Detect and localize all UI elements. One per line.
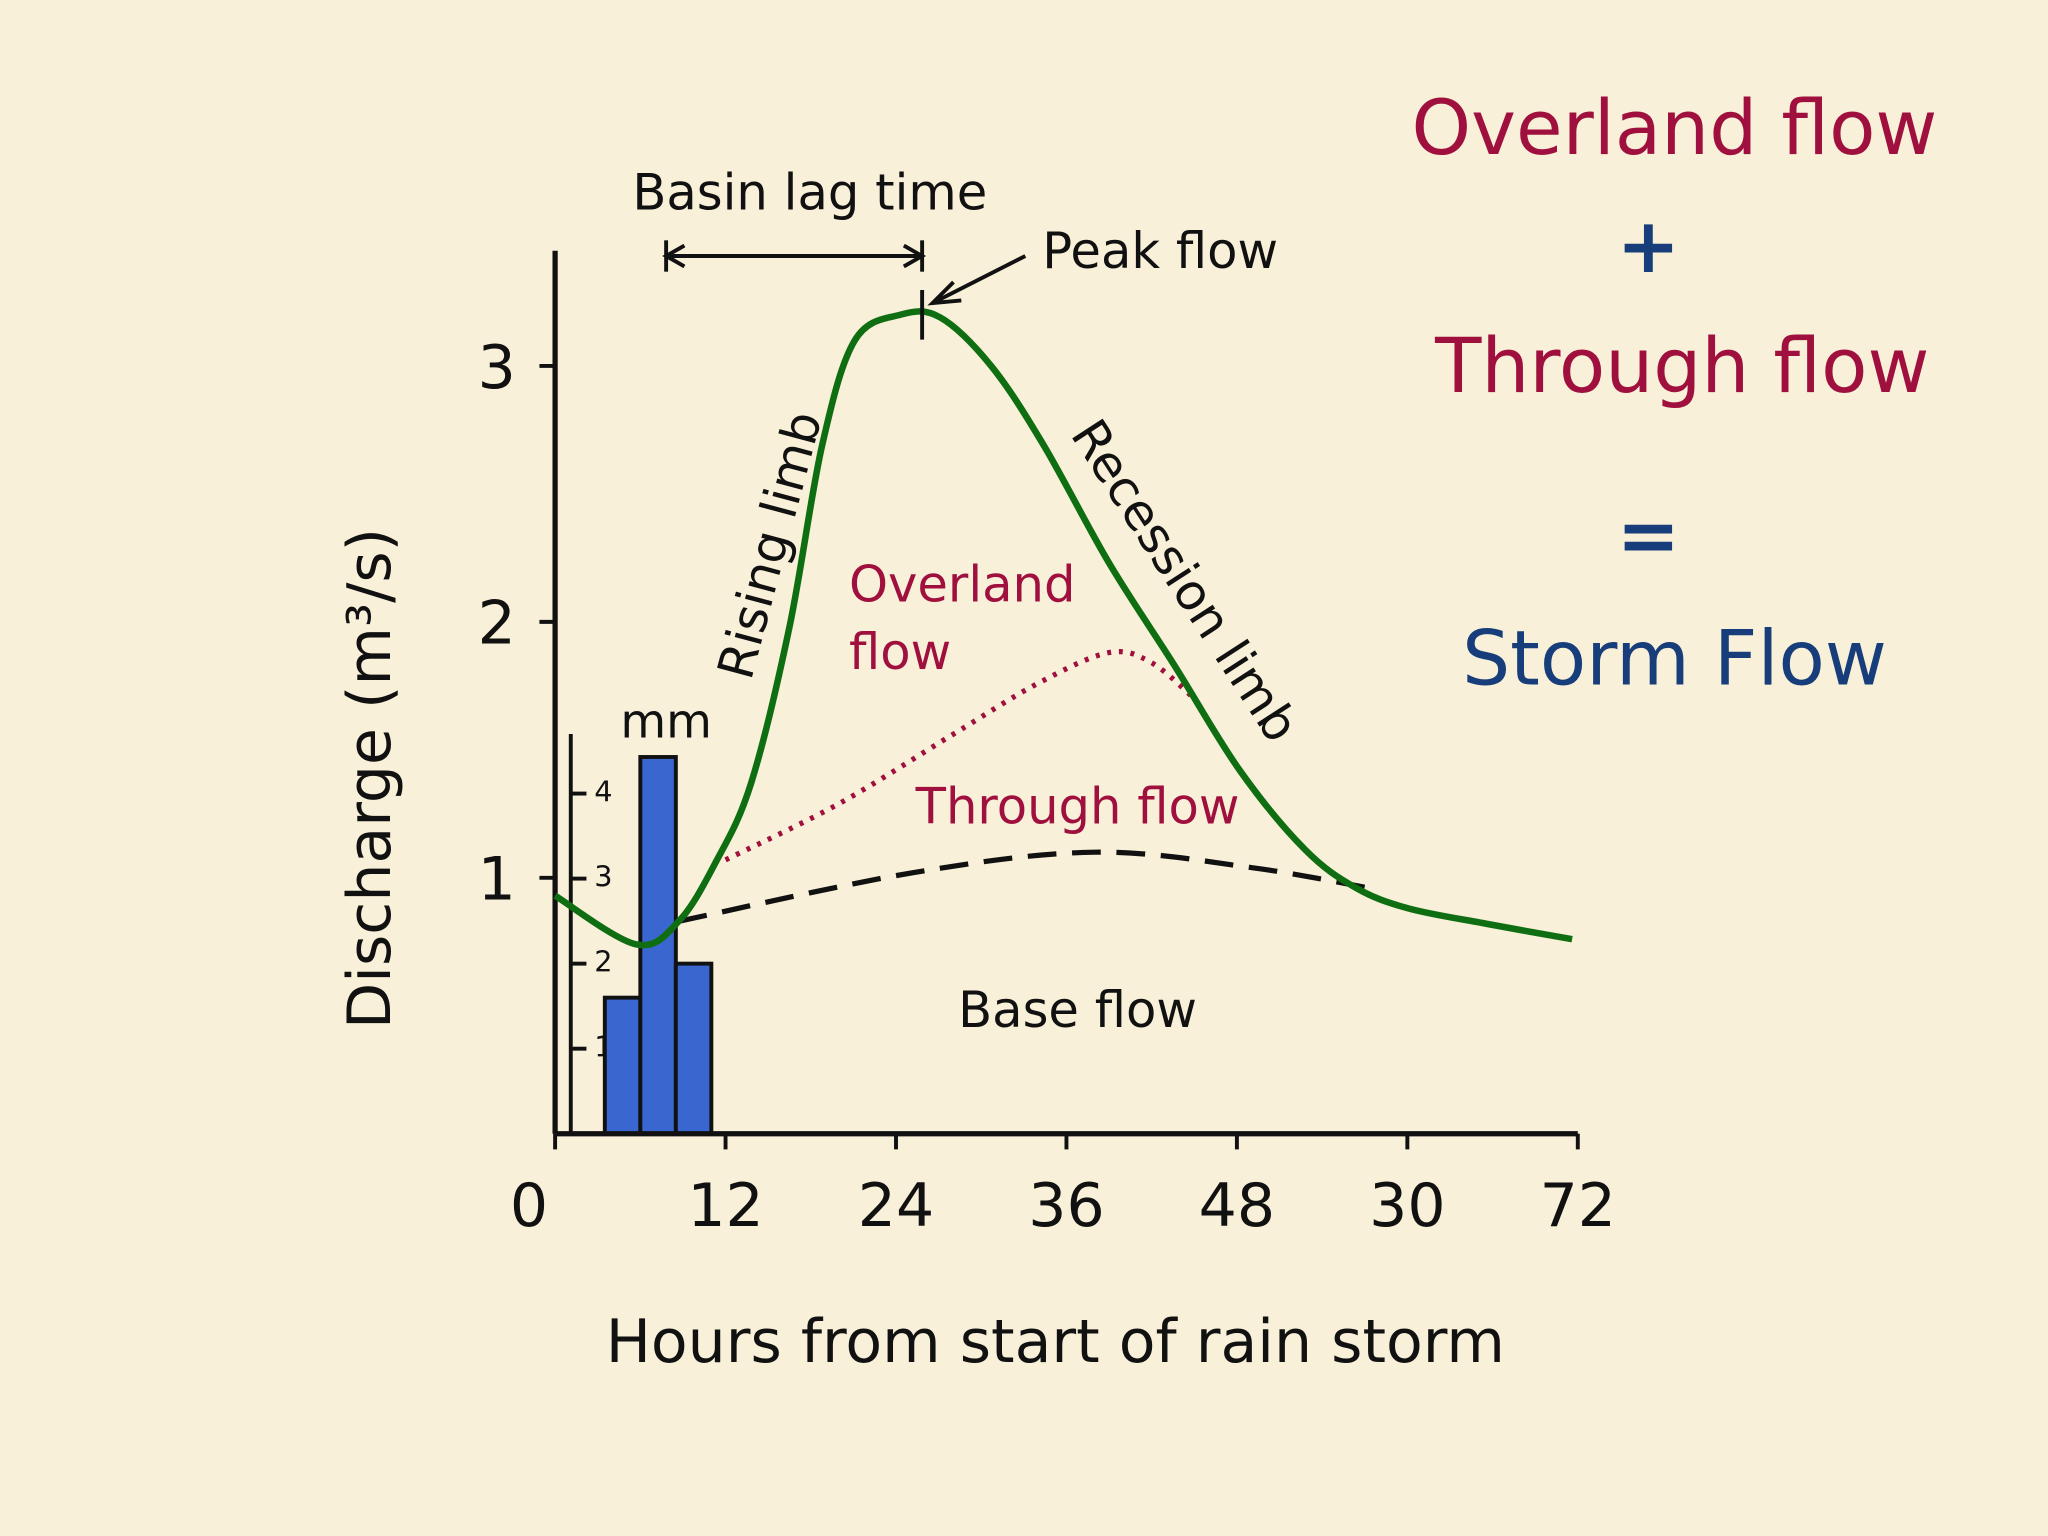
equation-text: = bbox=[1617, 492, 1680, 580]
rain-bar bbox=[602, 995, 643, 1136]
plot: 1234mm1230122436483072 bbox=[478, 250, 1616, 1241]
x-tick-label: 72 bbox=[1540, 1171, 1616, 1241]
x-tick-label: 0 bbox=[510, 1171, 548, 1241]
x-tick-label: 24 bbox=[858, 1171, 934, 1241]
x-tick-label: 12 bbox=[687, 1171, 763, 1241]
annotation: Through flow bbox=[915, 777, 1240, 835]
rain-bar bbox=[673, 961, 714, 1136]
flow-line bbox=[553, 308, 1573, 949]
annotation: Overland bbox=[849, 555, 1076, 613]
rain-tick-label: 3 bbox=[594, 860, 612, 894]
y-tick-label: 3 bbox=[478, 333, 516, 403]
y-tick-label: 2 bbox=[478, 589, 516, 659]
annotation: flow bbox=[849, 623, 951, 681]
rain-tick-label: 4 bbox=[594, 775, 612, 809]
annotation: Base flow bbox=[958, 981, 1197, 1039]
annotation: Peak flow bbox=[1042, 222, 1278, 280]
equation-text: + bbox=[1617, 202, 1680, 290]
x-axis-title: Hours from start of rain storm bbox=[606, 1307, 1505, 1377]
y-tick-label: 1 bbox=[478, 845, 516, 915]
equation-text: Storm Flow bbox=[1462, 614, 1887, 702]
equation-text: Through flow bbox=[1434, 322, 1929, 410]
x-tick-label: 30 bbox=[1369, 1171, 1445, 1241]
x-tick-label: 48 bbox=[1199, 1171, 1275, 1241]
annotation: Basin lag time bbox=[632, 163, 987, 221]
rain-axis-title: mm bbox=[620, 694, 712, 749]
y-axis-title: Discharge (m³/s) bbox=[335, 528, 405, 1029]
lag-arrow bbox=[662, 240, 1027, 340]
equation-text: Overland flow bbox=[1412, 84, 1938, 172]
rain-tick-label: 2 bbox=[594, 945, 612, 979]
x-tick-label: 36 bbox=[1028, 1171, 1104, 1241]
flow-line bbox=[678, 849, 1370, 924]
